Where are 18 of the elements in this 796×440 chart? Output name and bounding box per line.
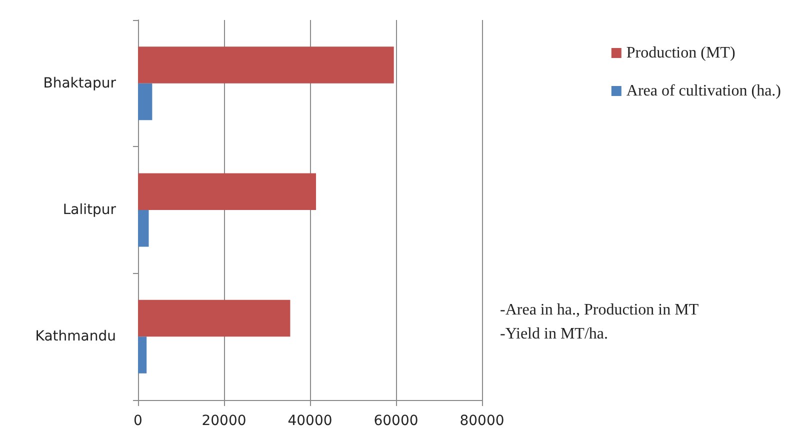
x-tick-label: 20000 [202, 413, 246, 429]
bar [138, 83, 152, 120]
x-tick-label: 80000 [460, 413, 504, 429]
bar [138, 336, 147, 374]
bar [138, 46, 394, 84]
bar [138, 300, 290, 337]
text: -Yield in MT/ha. [500, 326, 608, 342]
bar [138, 210, 149, 247]
legend-label: Production (MT) [626, 44, 736, 62]
x-tick-label: 0 [134, 413, 142, 429]
legend-label: Area of cultivation (ha.) [626, 82, 782, 100]
text: -Area in ha., Production in MT [500, 302, 699, 318]
x-tick-label: 40000 [288, 413, 332, 429]
x-tick-label: 60000 [374, 413, 418, 429]
y-tick-label: Kathmandu [35, 328, 116, 345]
y-tick-label: Lalitpur [62, 202, 116, 218]
y-tick-label: Bhaktapur [43, 75, 116, 92]
bar [138, 173, 316, 210]
